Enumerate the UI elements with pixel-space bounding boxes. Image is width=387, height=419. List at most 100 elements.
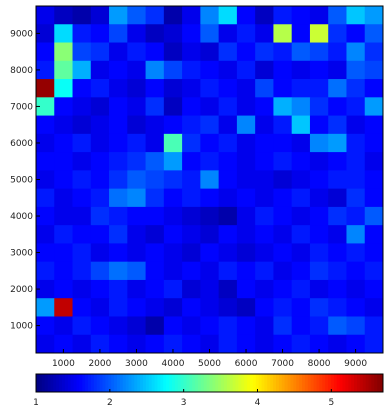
colorbar-segment <box>336 374 341 392</box>
colorbar-frame <box>35 373 384 393</box>
heatmap-cell <box>109 42 128 62</box>
heatmap-cell <box>72 60 92 80</box>
heatmap-cell <box>273 79 293 98</box>
heatmap-cell <box>163 334 183 354</box>
heatmap-cell <box>218 133 238 153</box>
heatmap-cell <box>218 115 238 135</box>
heatmap-cell <box>182 298 201 317</box>
heatmap-cell <box>255 298 274 317</box>
heatmap-cell <box>364 133 384 153</box>
heatmap-cell <box>182 206 201 226</box>
heatmap-cell <box>291 188 311 208</box>
heatmap-cell <box>236 188 256 208</box>
colorbar-segment <box>339 374 344 392</box>
colorbar-segment <box>238 374 242 392</box>
colorbar-segment <box>325 374 329 392</box>
heatmap-cell <box>36 60 55 80</box>
heatmap-cell <box>36 133 55 153</box>
heatmap-cell <box>364 316 384 336</box>
heatmap-cell <box>328 188 347 208</box>
heatmap-cell <box>36 206 55 226</box>
heatmap-cell <box>255 42 274 62</box>
heatmap-cell <box>218 6 238 25</box>
colorbar-segment <box>374 374 378 392</box>
heatmap-cell <box>309 243 329 263</box>
heatmap-cell <box>127 152 146 171</box>
heatmap-cell <box>109 225 128 244</box>
colorbar-segment <box>50 374 54 392</box>
heatmap-cell <box>54 115 73 135</box>
y-tick-label: 8000 <box>10 66 33 76</box>
heatmap-cell <box>182 170 201 190</box>
heatmap-cell <box>255 243 274 263</box>
colorbar-segment <box>316 374 320 392</box>
colorbar-segment <box>59 374 63 392</box>
colorbar-segment <box>328 374 332 392</box>
colorbar-segment <box>348 374 352 392</box>
heatmap-cell <box>236 152 256 171</box>
heatmap-cell <box>90 279 110 299</box>
heatmap-cell <box>291 97 311 116</box>
heatmap-cell <box>346 97 366 116</box>
heatmap-cell <box>291 42 311 62</box>
colorbar-segment <box>67 374 72 392</box>
heatmap-cell <box>364 298 384 317</box>
heatmap-cell <box>90 261 110 281</box>
heatmap-cell <box>328 243 347 263</box>
colorbar-segment <box>310 374 315 392</box>
heatmap-cell <box>218 170 238 190</box>
colorbar: 1 2 3 4 5 <box>33 373 384 408</box>
heatmap-cell <box>200 24 220 43</box>
heatmap-cell <box>364 42 384 62</box>
colorbar-segment <box>287 374 291 392</box>
x-tick-label: 7000 <box>271 359 294 369</box>
heatmap-cell <box>309 79 329 98</box>
heatmap-cell <box>346 261 366 281</box>
heatmap-cell <box>273 42 293 62</box>
heatmap-cell <box>346 206 366 226</box>
heatmap-cell <box>127 334 146 354</box>
colorbar-segment <box>267 374 271 392</box>
heatmap-cell <box>163 188 183 208</box>
heatmap-cell <box>328 261 347 281</box>
colorbar-segment <box>38 374 43 392</box>
heatmap-cell <box>163 170 183 190</box>
colorbar-segment <box>261 374 265 392</box>
heatmap-cell <box>255 279 274 299</box>
heatmap-cell <box>127 133 146 153</box>
heatmap-cell <box>36 261 55 281</box>
heatmap-cell <box>236 24 256 43</box>
heatmap-cell <box>309 225 329 244</box>
colorbar-segment <box>76 374 80 392</box>
colorbar-segment <box>351 374 355 392</box>
colorbar-segment <box>62 374 66 392</box>
colorbar-segment <box>122 374 127 392</box>
heatmap-cell <box>182 97 201 116</box>
heatmap-cell <box>236 279 256 299</box>
heatmap-cell <box>255 60 274 80</box>
colorbar-segment <box>96 374 101 392</box>
colorbar-segment <box>108 374 112 392</box>
heatmap-cell <box>72 298 92 317</box>
heatmap-cell <box>346 334 366 354</box>
heatmap-cell <box>163 152 183 171</box>
x-axis: 1000 2000 3000 4000 5000 6000 7000 8000 9000 <box>52 349 367 369</box>
colorbar-tick-label: 3 <box>181 398 187 408</box>
heatmap-cell <box>182 225 201 244</box>
heatmap-cell <box>364 261 384 281</box>
heatmap-cell <box>328 316 347 336</box>
x-tick-label: 4000 <box>162 359 185 369</box>
heatmap-cell <box>309 6 329 25</box>
colorbar-segment <box>209 374 213 392</box>
heatmap-cell <box>364 170 384 190</box>
heatmap-cell <box>218 60 238 80</box>
heatmap-cell <box>273 97 293 116</box>
heatmap-cell <box>328 42 347 62</box>
colorbar-segment <box>82 374 86 392</box>
heatmap-cell <box>127 6 146 25</box>
heatmap-cell <box>127 225 146 244</box>
colorbar-segment <box>281 374 286 392</box>
heatmap-cell <box>182 152 201 171</box>
y-tick-label: 3000 <box>10 249 33 259</box>
colorbar-segment <box>359 374 364 392</box>
